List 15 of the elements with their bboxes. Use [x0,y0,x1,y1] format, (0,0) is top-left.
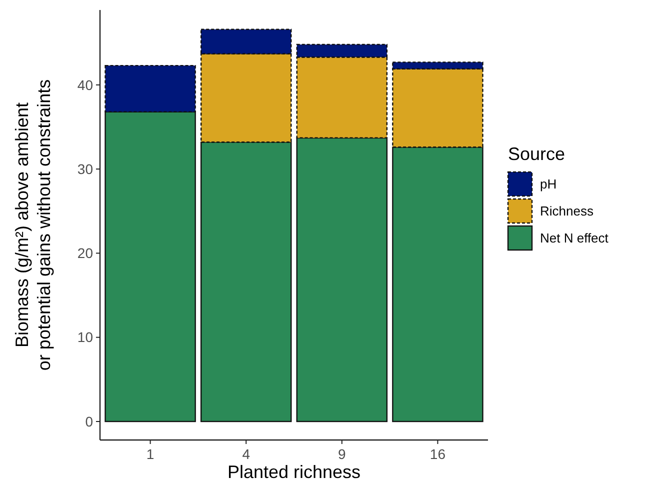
y-tick-label: 30 [77,160,94,177]
x-axis-title: Planted richness [227,462,361,482]
legend-label: Richness [540,204,594,219]
x-tick-label: 4 [242,446,250,462]
legend-label: Net N effect [540,230,609,246]
y-tick-label: 40 [77,76,94,93]
legend-label: pH [540,176,557,192]
x-tick-label: 9 [338,446,346,462]
y-axis-title: Biomass (g/m²) above ambient or potential gains without constraints [12,79,54,371]
x-tick-label: 16 [430,446,446,462]
y-tick-label: 0 [85,413,94,430]
y-tick-label: 10 [77,329,94,346]
y-tick-label: 20 [77,245,94,262]
x-tick-label: 1 [146,446,154,462]
legend-title: Source [508,144,566,164]
